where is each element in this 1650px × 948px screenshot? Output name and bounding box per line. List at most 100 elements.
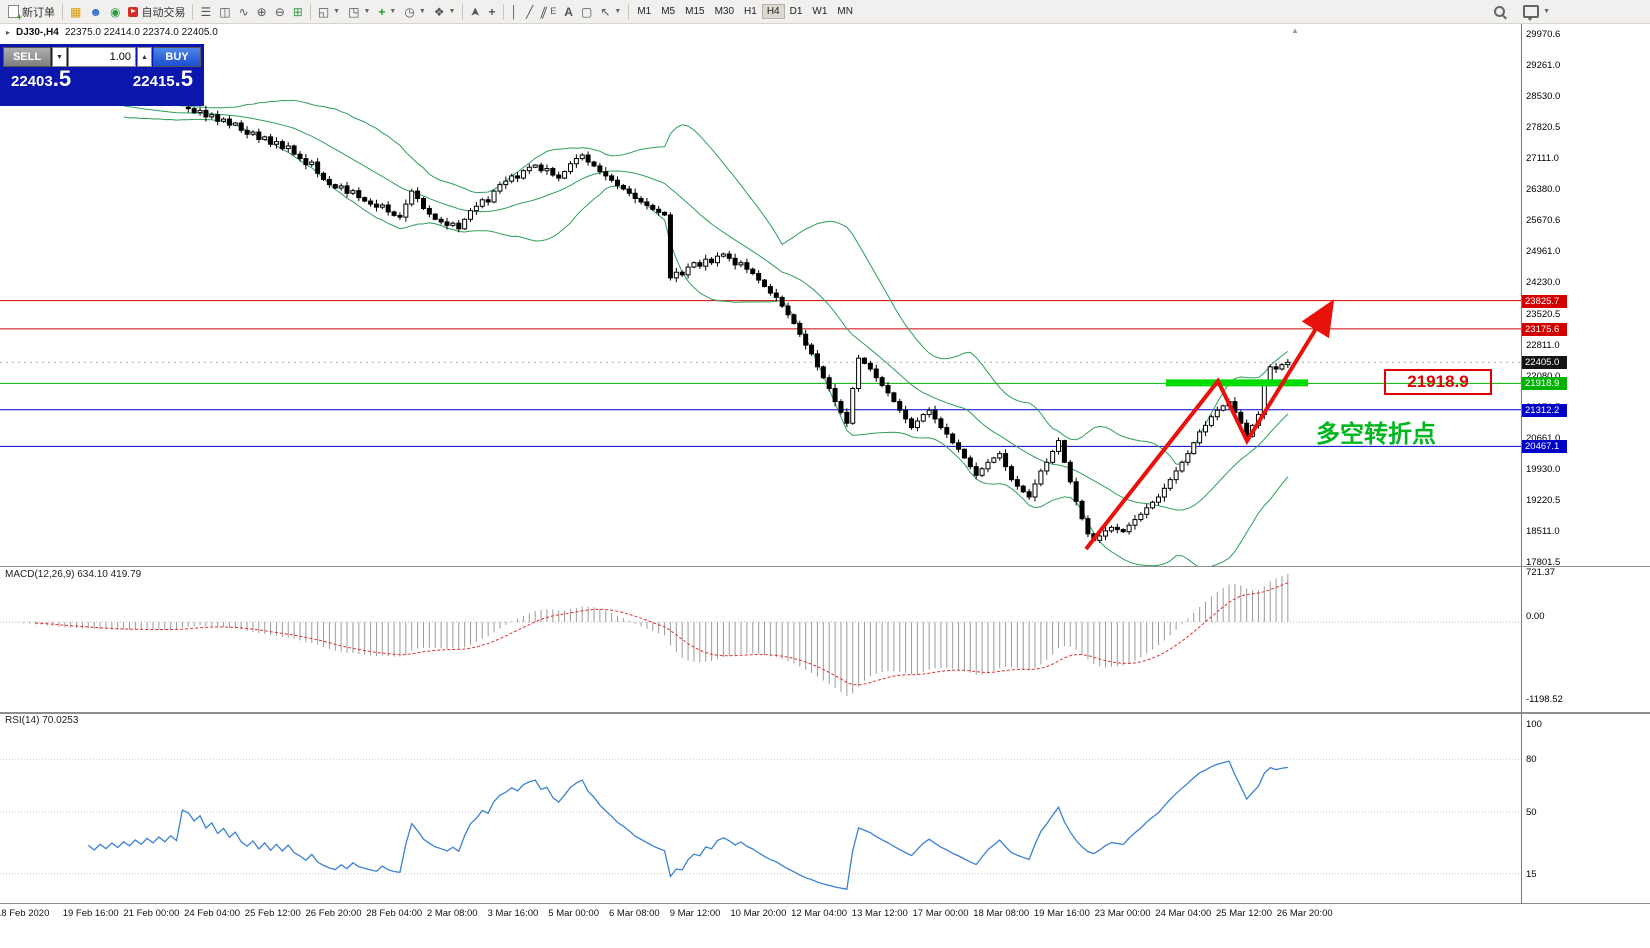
chart-shift-marker[interactable]: ▲ <box>1291 26 1299 35</box>
time-axis-label: 25 Feb 12:00 <box>244 908 301 919</box>
time-axis-label: 19 Feb 16:00 <box>62 908 119 919</box>
vertical-line-button[interactable]: │ <box>507 4 523 20</box>
time-axis-label: 12 Mar 04:00 <box>791 908 848 919</box>
new-order-button[interactable]: 新订单 <box>4 2 59 22</box>
buy-button[interactable]: BUY <box>153 47 201 67</box>
time-axis-label: 10 Mar 20:00 <box>730 908 787 919</box>
zoom-in-button[interactable]: ⊕ <box>253 4 271 20</box>
time-axis[interactable]: 18 Feb 2020 19 Feb 16:00 21 Feb 00:00 24 Fe… <box>0 904 1650 926</box>
macd-panel[interactable] <box>0 567 1521 712</box>
rsi-panel[interactable] <box>0 714 1521 903</box>
line-chart-icon: ∿ <box>238 4 249 19</box>
time-axis-separator <box>0 903 1650 904</box>
shapes-button[interactable]: ▢ <box>577 4 596 20</box>
timeframe-m5[interactable]: M5 <box>661 6 676 17</box>
autotrading-button[interactable]: 自动交易 <box>124 2 189 22</box>
time-axis-label: 26 Feb 20:00 <box>305 908 362 919</box>
templates-icon: ❖ <box>433 4 445 19</box>
price-axis-label: 27820.5 <box>1526 122 1561 134</box>
new-order-label: 新订单 <box>22 6 55 19</box>
volume-decrease-button[interactable]: ▼ <box>52 47 67 67</box>
add-indicator-button[interactable]: + ▼ <box>374 4 400 20</box>
arrange-charts-icon: ◱ <box>317 4 330 19</box>
line-chart-button[interactable]: ∿ <box>235 4 253 20</box>
timeframe-w1[interactable]: W1 <box>812 6 828 17</box>
periods-button[interactable]: ◷ ▼ <box>400 4 429 20</box>
chevron-down-icon: ▼ <box>1543 8 1550 15</box>
volume-increase-button[interactable]: ▲ <box>137 47 152 67</box>
timeframe-d1[interactable]: D1 <box>789 6 803 17</box>
timeframe-m15[interactable]: M15 <box>685 6 705 17</box>
timeframe-h4[interactable]: H4 <box>761 4 785 19</box>
chat-icon <box>1523 5 1540 21</box>
account-button[interactable]: ☻ <box>85 4 106 20</box>
crosshair-button[interactable]: + <box>485 4 500 20</box>
timeframe-h1[interactable]: H1 <box>744 6 757 17</box>
chevron-down-icon: ▼ <box>333 8 341 15</box>
trendline-button[interactable]: ╱ <box>522 4 537 20</box>
text-tool-button[interactable]: A <box>560 4 577 20</box>
autotrading-label: 自动交易 <box>141 6 186 19</box>
time-axis-label: 13 Mar 12:00 <box>851 908 908 919</box>
bar-chart-icon: ☰ <box>200 4 212 19</box>
community-button[interactable]: ◉ <box>106 4 124 20</box>
timeframe-m30[interactable]: M30 <box>714 6 735 17</box>
chart-header: ▸ DJ30-,H4 22375.0 22414.0 22374.0 22405… <box>6 27 218 38</box>
arrange-charts-button[interactable]: ◱ ▼ <box>314 4 344 20</box>
tile-windows-button[interactable]: ⊞ <box>289 4 307 20</box>
templates-button[interactable]: ❖ ▼ <box>430 4 460 20</box>
time-axis-label: 18 Feb 2020 <box>0 908 50 919</box>
clock-icon: ◷ <box>404 4 415 19</box>
panel-separator[interactable] <box>0 566 1650 567</box>
arrows-tool-button[interactable]: ↖ ▼ <box>596 4 625 20</box>
time-axis-label: 3 Mar 16:00 <box>487 908 539 919</box>
price-axis[interactable]: 29970.6 29261.0 28530.0 27820.5 27111.0 26380… <box>1521 24 1650 904</box>
macd-axis-label: -1198.52 <box>1526 694 1563 705</box>
timeframe-mn[interactable]: MN <box>837 6 853 17</box>
price-axis-label: 22080.0 <box>1526 370 1561 382</box>
buy-price: 22415.5 <box>132 66 193 91</box>
sell-button[interactable]: SELL <box>3 47 51 67</box>
search-button[interactable] <box>1490 4 1509 19</box>
key-level-price-box: 21918.9 <box>1384 369 1492 395</box>
rsi-axis-label: 50 <box>1526 807 1537 818</box>
sell-price: 22403.5 <box>11 66 72 91</box>
toolbar-separator <box>192 3 194 20</box>
price-tag: 20467.1 <box>1522 440 1567 454</box>
rsi-axis-label: 80 <box>1526 754 1537 765</box>
chat-button[interactable]: ▼ <box>1519 3 1554 21</box>
add-indicator-icon: + <box>378 4 386 19</box>
time-axis-label: 23 Mar 00:00 <box>1094 908 1151 919</box>
cursor-button[interactable]: ➤ <box>466 4 484 20</box>
panel-separator[interactable] <box>0 712 1650 714</box>
chevron-down-icon: ▼ <box>418 8 426 15</box>
time-axis-label: 2 Mar 08:00 <box>426 908 478 919</box>
price-axis-label: 23520.5 <box>1526 308 1561 320</box>
time-axis-label: 26 Mar 20:00 <box>1276 908 1333 919</box>
zoom-out-button[interactable]: ⊖ <box>271 4 289 20</box>
time-axis-label: 5 Mar 00:00 <box>548 908 599 919</box>
ohlc-values: 22375.0 22414.0 22374.0 22405.0 <box>64 27 218 38</box>
cursor-icon: ➤ <box>468 6 483 17</box>
candlestick-icon: ◫ <box>219 4 231 19</box>
price-tag: 21312.2 <box>1522 403 1567 417</box>
volume-input[interactable]: 1.00 <box>68 47 136 67</box>
bar-chart-button[interactable]: ☰ <box>196 4 215 20</box>
cascade-charts-button[interactable]: ◳ ▼ <box>344 4 374 20</box>
symbol-period-label: DJ30-,H4 <box>16 27 59 38</box>
macd-axis-label: 721.37 <box>1526 567 1556 578</box>
chart-symbol-icon: ▸ <box>6 27 11 37</box>
price-axis-label: 26380.0 <box>1526 184 1561 196</box>
candlestick-button[interactable]: ◫ <box>215 4 234 20</box>
channel-button[interactable]: ∥ E <box>537 4 560 20</box>
user-icon: ☻ <box>89 4 102 19</box>
profiles-icon: ▦ <box>70 4 82 19</box>
price-axis-label: 20661.0 <box>1526 432 1561 444</box>
chevron-down-icon: ▼ <box>614 8 622 15</box>
price-axis-label: 24230.0 <box>1526 277 1561 289</box>
timeframe-m1[interactable]: M1 <box>637 6 652 17</box>
main-chart[interactable] <box>0 24 1521 567</box>
profiles-button[interactable]: ▦ <box>66 4 85 20</box>
toolbar-separator <box>309 3 311 20</box>
time-axis-label: 21 Feb 00:00 <box>123 908 180 919</box>
